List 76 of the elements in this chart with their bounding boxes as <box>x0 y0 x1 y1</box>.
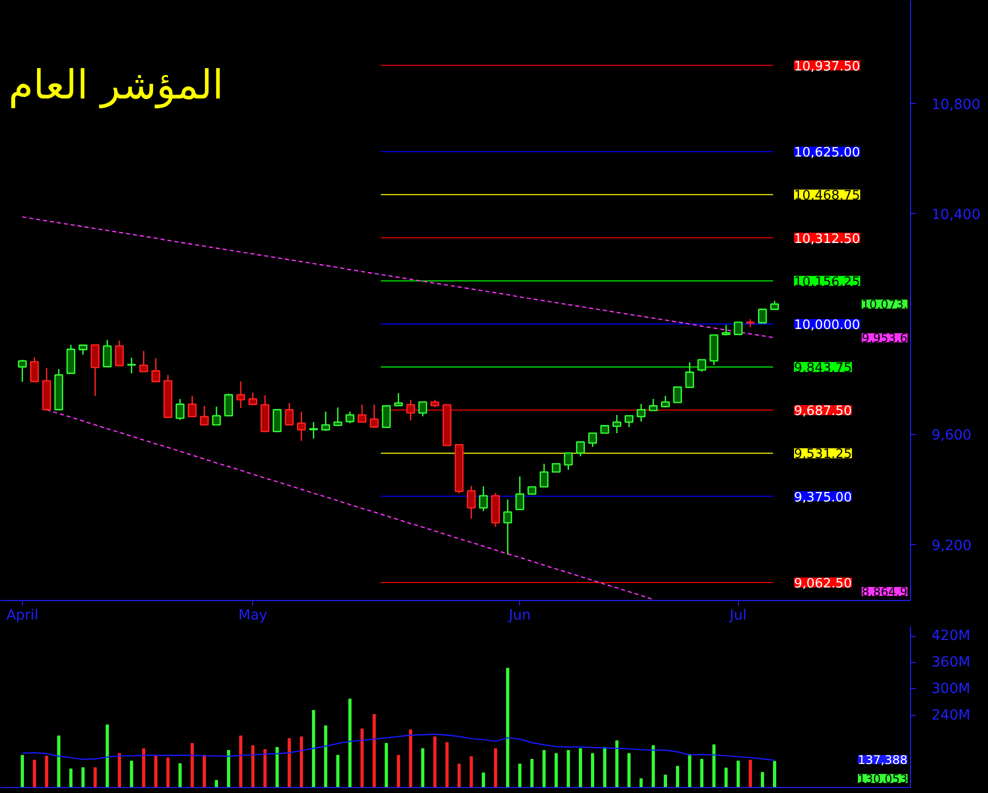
candlestick <box>236 380 246 409</box>
candlestick <box>660 395 670 408</box>
candlestick <box>697 359 706 372</box>
candlestick <box>478 486 488 512</box>
ref-line-label: 10,937.50 <box>794 59 860 74</box>
candlestick <box>212 406 221 426</box>
y-tick-label: 10,400 <box>932 207 980 224</box>
candlestick <box>188 395 197 418</box>
candlestick <box>114 340 124 366</box>
text: 9,953.6 <box>862 331 908 346</box>
candlestick <box>564 452 573 470</box>
ref-line-label: 9,375.00 <box>794 490 852 506</box>
ref-line-label: 9,843.75 <box>794 361 852 376</box>
candlestick <box>346 410 354 424</box>
candlestick <box>394 392 403 406</box>
candlestick <box>636 403 646 422</box>
candlestick <box>200 405 209 426</box>
candlestick <box>418 401 428 417</box>
y-tick-label: 360M <box>932 654 970 671</box>
candlestick <box>272 409 282 432</box>
ref-line-label: 9,531.25 <box>794 447 852 462</box>
candlestick <box>78 344 88 356</box>
text: المؤشر العام <box>8 62 224 108</box>
candlestick <box>284 402 294 426</box>
candlestick <box>321 410 330 432</box>
candlestick <box>248 392 258 406</box>
x-tick-label: Jul <box>728 608 747 624</box>
text: 8,864.9 <box>862 585 908 600</box>
candlestick <box>722 324 730 336</box>
candlestick <box>648 398 658 412</box>
candlestick <box>370 404 379 428</box>
candlestick <box>102 339 112 368</box>
candlestick <box>466 485 476 520</box>
y-tick-label: 300M <box>932 680 970 697</box>
ref-line-label: 10,312.50 <box>794 232 860 247</box>
candlestick <box>176 398 184 421</box>
x-tick-label: Jun <box>508 608 531 624</box>
candlestick <box>624 415 634 428</box>
candlestick <box>612 414 622 434</box>
candlestick <box>673 386 682 404</box>
text: 130,053 <box>858 772 908 786</box>
candlestick <box>66 344 76 374</box>
candlestick <box>382 405 391 428</box>
candlestick <box>151 357 160 382</box>
candlestick <box>224 393 234 416</box>
candlestick <box>309 421 318 440</box>
candlestick <box>18 359 27 382</box>
candlestick <box>406 399 416 422</box>
ref-line-label: 10,156.25 <box>794 274 860 290</box>
candlestick <box>576 441 585 457</box>
candlestick <box>758 308 767 324</box>
candlestick <box>139 350 148 372</box>
candlestick <box>333 406 342 426</box>
x-tick-label: April <box>6 608 38 624</box>
candlestick <box>503 498 512 556</box>
line-series <box>22 734 776 761</box>
y-tick-label: 9,600 <box>932 428 972 444</box>
text: 137,388 <box>858 753 908 767</box>
line-series <box>22 216 776 338</box>
candlestick <box>30 356 39 382</box>
y-tick-label: 10,800 <box>932 96 980 113</box>
y-tick-label: 420M <box>932 628 970 644</box>
ref-line-label: 10,000.00 <box>794 318 860 333</box>
candlestick <box>588 432 598 448</box>
candlestick <box>734 322 743 336</box>
ref-line-label: 9,062.50 <box>794 576 852 592</box>
candlestick <box>358 404 366 423</box>
candlestick <box>296 410 306 442</box>
candlestick <box>515 476 524 510</box>
y-tick-label: 240M <box>932 707 970 724</box>
candlestick <box>685 362 694 388</box>
candlestick <box>540 463 548 488</box>
candlestick <box>90 344 100 397</box>
text: 10,073. <box>862 298 908 312</box>
y-tick-label: 9,200 <box>932 538 972 554</box>
x-tick-label: May <box>238 608 268 624</box>
